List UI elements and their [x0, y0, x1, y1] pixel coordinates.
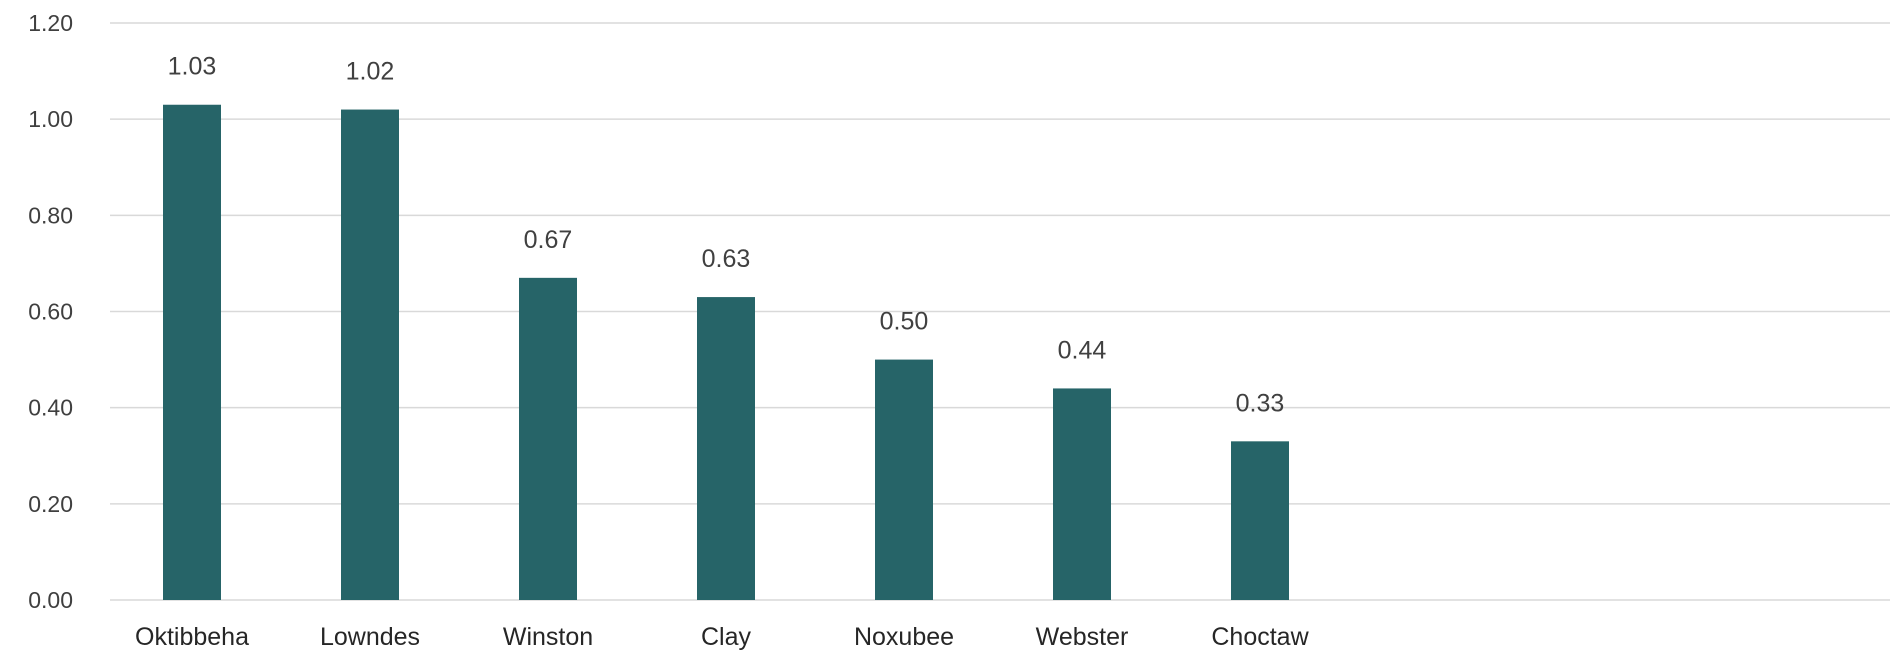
gridlines: [110, 22, 1890, 601]
y-tick-label: 0.00: [28, 587, 73, 613]
category-label-clay: Clay: [701, 623, 752, 651]
bar-clay: [697, 297, 755, 600]
bars: [163, 104, 1289, 601]
category-label-noxubee: Noxubee: [854, 623, 954, 651]
bar-noxubee: [875, 359, 933, 600]
category-label-lowndes: Lowndes: [320, 623, 420, 651]
bar-oktibbeha: [163, 104, 221, 600]
y-tick-label: 0.60: [28, 299, 73, 325]
y-axis-ticks: 0.00 0.20 0.40 0.60 0.80 1.00 1.20: [28, 10, 73, 613]
data-label-noxubee: 0.50: [880, 308, 929, 336]
category-label-oktibbeha: Oktibbeha: [135, 623, 249, 651]
data-label-oktibbeha: 1.03: [168, 53, 217, 81]
x-axis-categories: Oktibbeha Lowndes Winston Clay Noxubee Webste…: [135, 623, 1310, 651]
bar-choctaw: [1231, 441, 1289, 600]
data-label-webster: 0.44: [1058, 336, 1107, 364]
bar-winston: [519, 277, 577, 600]
data-label-clay: 0.63: [702, 245, 751, 273]
bar-webster: [1053, 388, 1111, 600]
category-label-choctaw: Choctaw: [1211, 623, 1309, 651]
category-label-winston: Winston: [503, 623, 593, 651]
y-tick-label: 0.20: [28, 491, 73, 517]
y-tick-label: 0.40: [28, 395, 73, 421]
y-tick-label: 1.20: [28, 10, 73, 36]
y-tick-label: 0.80: [28, 202, 73, 228]
data-label-lowndes: 1.02: [346, 58, 395, 86]
category-label-webster: Webster: [1036, 623, 1129, 651]
bar-lowndes: [341, 109, 399, 601]
data-labels: 1.03 1.02 0.67 0.63 0.50 0.44 0.33: [168, 53, 1285, 418]
y-tick-label: 1.00: [28, 106, 73, 132]
data-label-choctaw: 0.33: [1236, 389, 1285, 417]
data-label-winston: 0.67: [524, 226, 573, 254]
